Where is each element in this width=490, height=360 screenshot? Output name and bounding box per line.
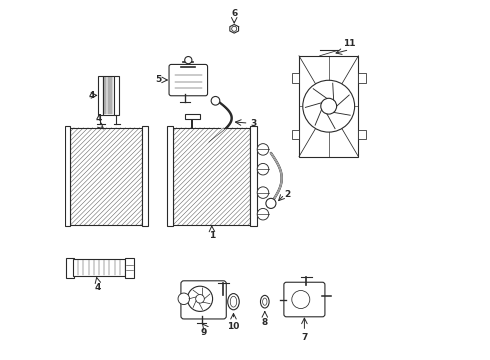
Bar [71, 128, 143, 225]
Bar [73, 259, 125, 276]
FancyBboxPatch shape [284, 282, 325, 317]
Bar [58, 135, 65, 146]
Bar [98, 76, 103, 115]
Bar [125, 258, 134, 278]
Circle shape [257, 187, 269, 198]
Text: 8: 8 [262, 318, 268, 327]
Circle shape [257, 144, 269, 155]
Text: 5: 5 [155, 76, 162, 85]
Text: 3: 3 [250, 119, 257, 128]
Ellipse shape [228, 294, 239, 310]
FancyBboxPatch shape [181, 281, 226, 319]
Bar [250, 126, 257, 226]
Bar [66, 258, 74, 278]
Bar [167, 126, 173, 226]
Circle shape [266, 198, 276, 208]
Circle shape [185, 57, 192, 64]
Text: 11: 11 [343, 39, 356, 48]
Text: 7: 7 [301, 333, 308, 342]
Text: 4: 4 [88, 91, 95, 100]
FancyBboxPatch shape [169, 64, 208, 96]
Bar [185, 114, 200, 119]
Bar [114, 76, 119, 115]
Text: 6: 6 [231, 9, 237, 18]
Circle shape [321, 98, 337, 114]
Bar [358, 73, 366, 83]
Circle shape [211, 96, 220, 105]
Text: 4: 4 [96, 114, 102, 123]
Circle shape [232, 26, 237, 31]
Circle shape [257, 208, 269, 220]
Circle shape [187, 286, 213, 311]
Bar [358, 130, 366, 139]
Circle shape [196, 294, 204, 303]
Bar [143, 126, 148, 226]
Circle shape [303, 80, 355, 132]
Ellipse shape [263, 298, 267, 305]
Text: 4: 4 [94, 283, 100, 292]
Text: 10: 10 [227, 322, 240, 331]
Bar [292, 130, 299, 139]
Text: 1: 1 [209, 231, 215, 240]
Circle shape [178, 293, 190, 305]
Circle shape [257, 163, 269, 175]
Bar [103, 76, 114, 115]
Polygon shape [230, 24, 239, 33]
Ellipse shape [261, 295, 269, 308]
Bar [65, 126, 71, 226]
Circle shape [292, 291, 310, 309]
Bar [299, 56, 358, 157]
Text: 9: 9 [200, 328, 207, 337]
Bar [173, 128, 250, 225]
Text: 2: 2 [285, 190, 291, 199]
Ellipse shape [230, 296, 237, 307]
Bar [292, 73, 299, 83]
Bar [58, 207, 65, 218]
